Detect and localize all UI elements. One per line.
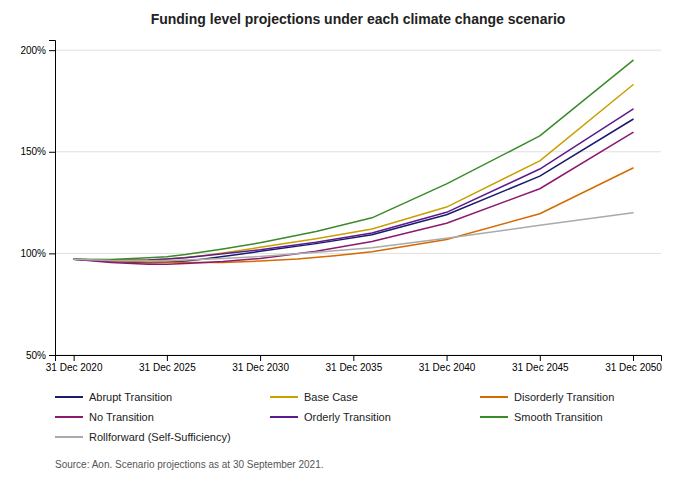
y-tick-mark xyxy=(49,50,55,51)
plot-area: 31 Dec 2020 31 Dec 2025 31 Dec 2030 31 Dec … xyxy=(20,41,662,374)
legend-item: Smooth Transition xyxy=(480,411,603,423)
x-tick-mark xyxy=(167,355,168,361)
x-axis-line xyxy=(56,356,662,362)
legend-label: Rollforward (Self-Sufficiency) xyxy=(89,431,231,443)
legend-label: No Transition xyxy=(89,411,154,423)
legend-swatch xyxy=(480,396,508,398)
y-tick-label: 50% xyxy=(26,350,46,361)
series-line xyxy=(74,213,633,261)
x-tick-label: 31 Dec 2050 xyxy=(605,362,662,373)
series-line xyxy=(74,168,633,262)
grid-line xyxy=(55,50,661,51)
series-line xyxy=(74,85,633,261)
y-tick: 100% xyxy=(20,248,55,259)
grid-line xyxy=(55,151,661,152)
y-axis: 50% 100% 150% 200% xyxy=(20,41,55,361)
x-tick: 31 Dec 2030 xyxy=(232,355,289,373)
y-tick-mark xyxy=(49,152,55,153)
grid xyxy=(55,50,661,355)
x-tick-mark xyxy=(633,355,634,361)
series-line xyxy=(74,119,633,262)
y-tick: 150% xyxy=(20,146,55,157)
x-tick: 31 Dec 2050 xyxy=(605,355,662,373)
legend-label: Base Case xyxy=(304,391,358,403)
y-tick-label: 200% xyxy=(20,45,46,56)
legend-item: Disorderly Transition xyxy=(480,391,614,403)
y-tick-mark xyxy=(49,355,55,356)
legend-swatch xyxy=(55,436,83,438)
x-tick: 31 Dec 2040 xyxy=(419,355,476,373)
x-tick: 31 Dec 2020 xyxy=(46,355,103,373)
y-tick-label: 100% xyxy=(20,248,46,259)
x-tick-label: 31 Dec 2035 xyxy=(325,362,382,373)
legend-item: Rollforward (Self-Sufficiency) xyxy=(55,431,231,443)
legend: Abrupt Transition Base Case Disorderly Tra… xyxy=(55,391,614,443)
x-tick-mark xyxy=(74,355,75,361)
legend-swatch xyxy=(270,416,298,418)
y-tick-label: 150% xyxy=(20,146,46,157)
legend-item: Abrupt Transition xyxy=(55,391,172,403)
title: Funding level projections under each cli… xyxy=(151,11,566,27)
legend-label: Orderly Transition xyxy=(304,411,391,423)
legend-swatch xyxy=(480,416,508,418)
x-tick-label: 31 Dec 2040 xyxy=(419,362,476,373)
legend-swatch xyxy=(55,416,83,418)
series-line xyxy=(74,132,633,264)
legend-label: Disorderly Transition xyxy=(514,391,614,403)
x-tick: 31 Dec 2025 xyxy=(139,355,196,373)
lines xyxy=(74,60,633,264)
legend-swatch xyxy=(270,396,298,398)
x-tick-label: 31 Dec 2045 xyxy=(512,362,569,373)
x-tick-mark xyxy=(353,355,354,361)
x-tick-mark xyxy=(260,355,261,361)
legend-item: No Transition xyxy=(55,411,154,423)
y-tick-mark xyxy=(49,253,55,254)
series-line xyxy=(74,60,633,259)
legend-label: Abrupt Transition xyxy=(89,391,172,403)
x-tick-label: 31 Dec 2020 xyxy=(46,362,103,373)
y-tick: 50% xyxy=(26,350,55,361)
x-tick-mark xyxy=(447,355,448,361)
legend-item: Orderly Transition xyxy=(270,411,391,423)
x-axis: 31 Dec 2020 31 Dec 2025 31 Dec 2030 31 Dec … xyxy=(46,355,663,373)
legend-label: Smooth Transition xyxy=(514,411,603,423)
source-note: Source: Aon. Scenario projections as at … xyxy=(55,459,324,470)
y-tick: 200% xyxy=(20,45,55,56)
legend-item: Base Case xyxy=(270,391,358,403)
x-tick: 31 Dec 2045 xyxy=(512,355,569,373)
x-tick: 31 Dec 2035 xyxy=(325,355,382,373)
x-tick-mark xyxy=(540,355,541,361)
series-line xyxy=(74,109,633,260)
y-axis-line xyxy=(49,41,56,356)
legend-swatch xyxy=(55,396,83,398)
x-tick-label: 31 Dec 2025 xyxy=(139,362,196,373)
chart: 31 Dec 2020 31 Dec 2025 31 Dec 2030 31 Dec … xyxy=(0,0,685,480)
x-tick-label: 31 Dec 2030 xyxy=(232,362,289,373)
